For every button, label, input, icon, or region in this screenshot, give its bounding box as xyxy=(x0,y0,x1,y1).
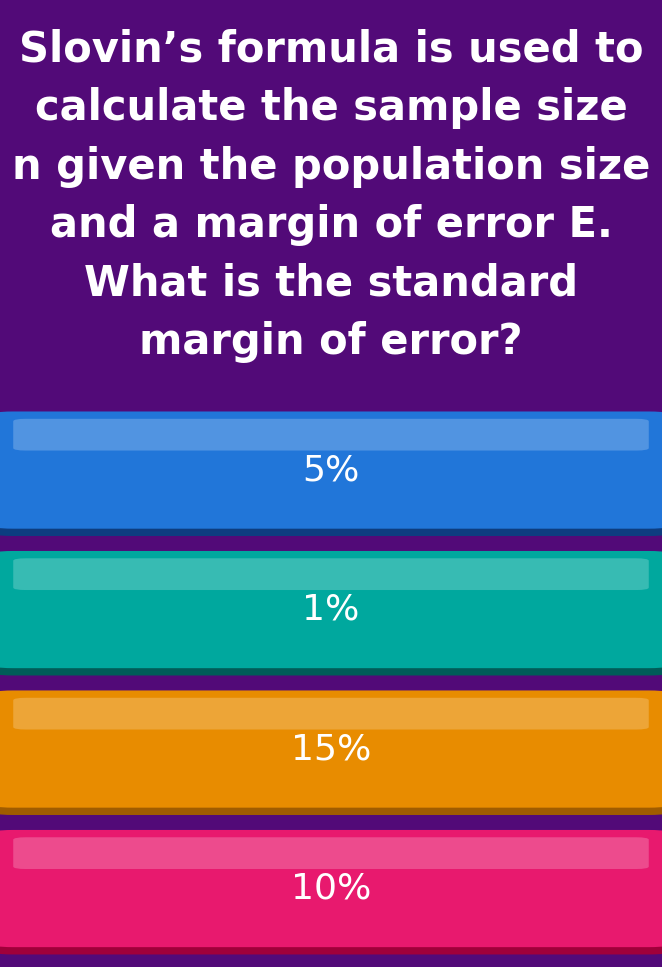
Text: Slovin’s formula is used to
calculate the sample size
n given the population siz: Slovin’s formula is used to calculate th… xyxy=(12,29,650,363)
FancyBboxPatch shape xyxy=(13,698,649,729)
Text: 5%: 5% xyxy=(303,454,359,487)
FancyBboxPatch shape xyxy=(13,837,649,869)
FancyBboxPatch shape xyxy=(13,558,649,590)
FancyBboxPatch shape xyxy=(13,419,649,451)
Text: 10%: 10% xyxy=(291,871,371,905)
FancyBboxPatch shape xyxy=(0,693,662,815)
FancyBboxPatch shape xyxy=(0,830,662,947)
FancyBboxPatch shape xyxy=(0,551,662,668)
Text: 15%: 15% xyxy=(291,732,371,766)
FancyBboxPatch shape xyxy=(0,553,662,676)
FancyBboxPatch shape xyxy=(0,414,662,536)
FancyBboxPatch shape xyxy=(0,690,662,807)
FancyBboxPatch shape xyxy=(0,833,662,954)
Text: 1%: 1% xyxy=(303,593,359,627)
FancyBboxPatch shape xyxy=(0,412,662,529)
